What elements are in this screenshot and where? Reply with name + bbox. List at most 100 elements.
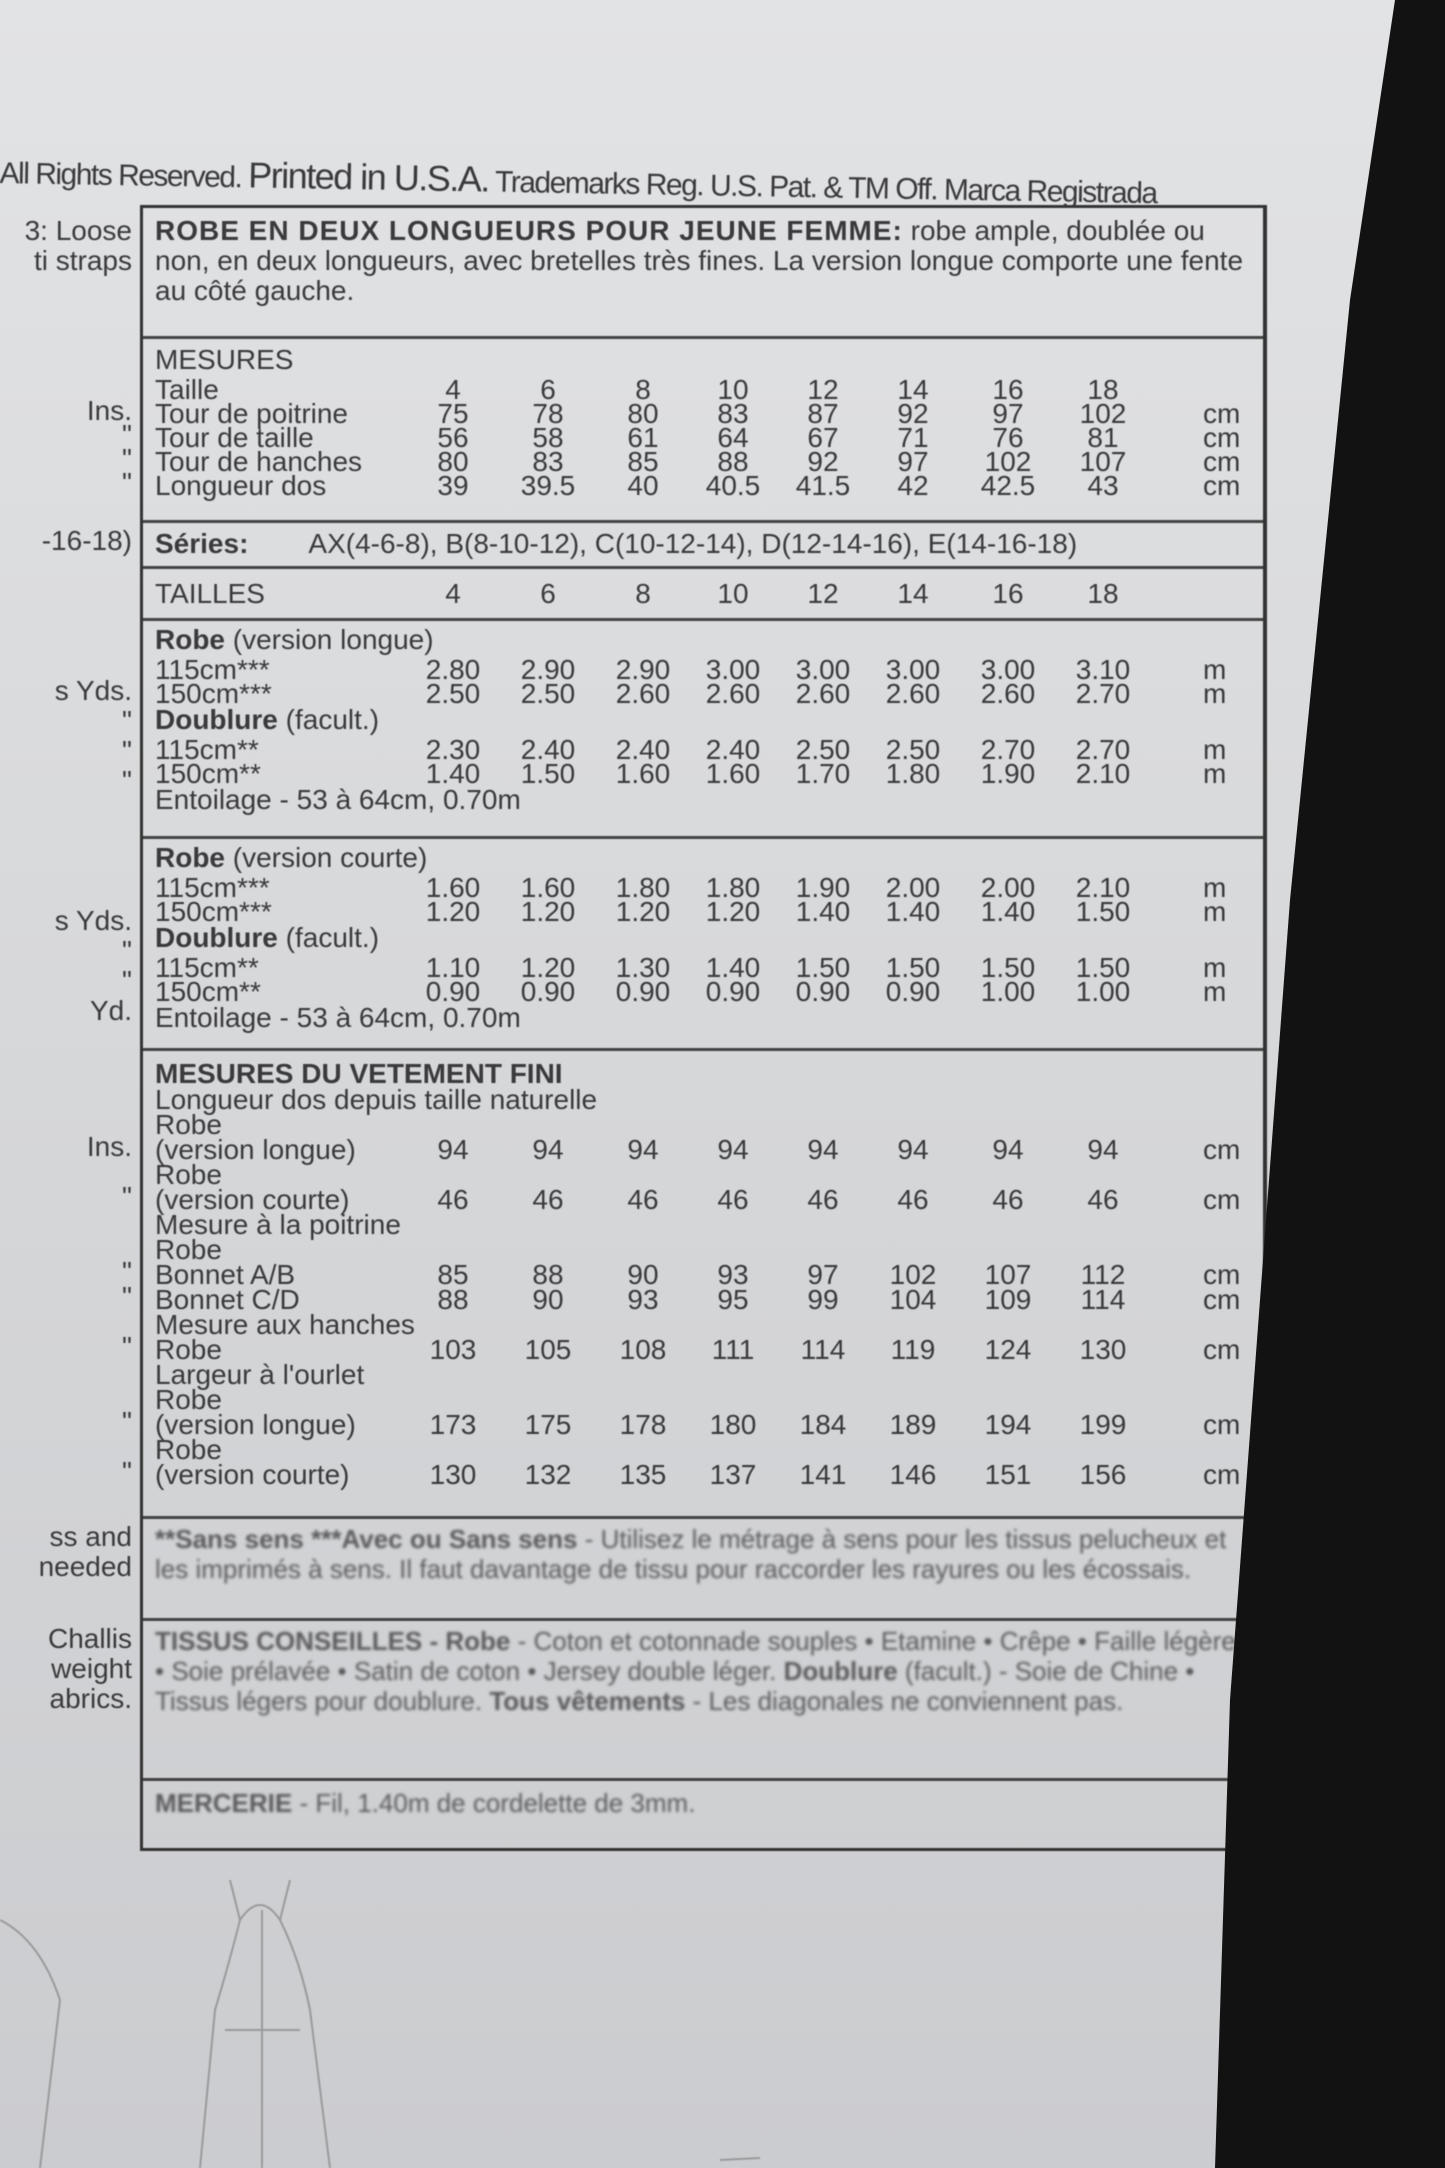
finished-subheading: Mesure à la poitrine bbox=[155, 1209, 401, 1240]
size-value: 1.20 bbox=[705, 896, 761, 927]
row-label: Longueur dos bbox=[155, 470, 327, 501]
finished-measurement-row: (version courte) 130 132 135 137 141 146 151 156… bbox=[143, 1459, 1263, 1490]
finished-measurements-heading: MESURES DU VETEMENT FINI bbox=[155, 1058, 563, 1089]
size-value: 3.00 bbox=[705, 654, 761, 685]
size-value: 114 bbox=[1080, 1284, 1126, 1315]
size-value: 2.50 bbox=[885, 734, 941, 765]
size-value: 119 bbox=[890, 1334, 936, 1365]
printed-text: Printed in U.S.A. bbox=[247, 154, 490, 200]
size-value: 2.50 bbox=[425, 678, 481, 709]
interfacing-text: Entoilage - 53 à 64cm, 0.70m bbox=[155, 1002, 521, 1033]
size-value: 124 bbox=[984, 1334, 1032, 1365]
lining-heading: Doublure (facult.) bbox=[155, 704, 379, 736]
size-value: 94 bbox=[532, 1134, 564, 1165]
size-value: 146 bbox=[889, 1459, 937, 1490]
size-value: 108 bbox=[619, 1334, 667, 1365]
size-value: 12 bbox=[807, 374, 839, 405]
yardage-row: 150cm** 1.40 1.50 1.60 1.60 1.70 1.80 1.90 2.10 m bbox=[143, 758, 1263, 789]
section-divider bbox=[143, 1778, 1263, 1781]
size-value: 0.90 bbox=[885, 976, 941, 1007]
size-header: 10 bbox=[717, 578, 749, 609]
size-value: 90 bbox=[532, 1284, 564, 1315]
notions: MERCERIE - Fil, 1.40m de cordelette de 3… bbox=[155, 1788, 1251, 1818]
size-value: 3.00 bbox=[885, 654, 941, 685]
yardage-row: 150cm** 0.90 0.90 0.90 0.90 0.90 0.90 1.00 1.00 m bbox=[143, 976, 1263, 1007]
size-value: 1.60 bbox=[705, 758, 761, 789]
size-value: 93 bbox=[717, 1259, 749, 1290]
size-value: 42.5 bbox=[980, 470, 1036, 501]
size-value: 180 bbox=[709, 1409, 757, 1440]
size-value: 83 bbox=[532, 446, 564, 477]
size-value: 1.80 bbox=[705, 872, 761, 903]
heading-bold: Doublure bbox=[155, 922, 278, 953]
unit-label: m bbox=[1203, 654, 1227, 685]
yardage-row: 150cm*** 1.20 1.20 1.20 1.20 1.40 1.40 1.40 1.50… bbox=[143, 896, 1263, 927]
size-value: 1.50 bbox=[1075, 896, 1131, 927]
size-value: 2.60 bbox=[980, 678, 1036, 709]
size-value: 99 bbox=[807, 1284, 839, 1315]
size-value: 0.90 bbox=[520, 976, 576, 1007]
english-fragment: " bbox=[122, 467, 132, 498]
size-value: 67 bbox=[807, 422, 839, 453]
size-value: 46 bbox=[992, 1184, 1024, 1215]
size-value: 0.90 bbox=[795, 976, 851, 1007]
notions-bold: MERCERIE bbox=[155, 1788, 293, 1818]
size-value: 156 bbox=[1079, 1459, 1127, 1490]
size-value: 46 bbox=[437, 1184, 469, 1215]
size-value: 1.40 bbox=[705, 952, 761, 983]
size-value: 4 bbox=[445, 374, 461, 405]
heading-note: (version longue) bbox=[225, 624, 434, 655]
english-fragment: abrics. bbox=[49, 1683, 132, 1714]
size-value: 1.40 bbox=[980, 896, 1036, 927]
size-value: 46 bbox=[807, 1184, 839, 1215]
copyright-line: All Rights Reserved. Printed in U.S.A. T… bbox=[0, 150, 1157, 212]
size-value: 2.40 bbox=[705, 734, 761, 765]
measurement-row: Taille 4 6 8 10 12 14 16 18 bbox=[143, 374, 1263, 405]
size-value: 178 bbox=[619, 1409, 667, 1440]
size-value: 2.60 bbox=[705, 678, 761, 709]
row-label: 150cm*** bbox=[155, 896, 272, 927]
size-value: 93 bbox=[627, 1284, 659, 1315]
english-column-fragment: 3: Loose ti straps Ins. " " " -16-18) s Yds. " " "… bbox=[0, 205, 140, 1845]
size-value: 3.00 bbox=[795, 654, 851, 685]
notions-text: - Fil, 1.40m de cordelette de 3mm. bbox=[292, 1788, 696, 1818]
yardage-heading: Robe (version longue) bbox=[155, 624, 434, 656]
size-value: 1.20 bbox=[520, 952, 576, 983]
size-value: 40 bbox=[627, 470, 659, 501]
english-fragment: " bbox=[122, 1181, 132, 1212]
english-fragment: " bbox=[122, 705, 132, 736]
heading-note: (facult.) bbox=[277, 704, 380, 735]
size-value: 56 bbox=[437, 422, 469, 453]
measurement-row: Tour de taille 56 58 61 64 67 71 76 81 cm bbox=[143, 422, 1263, 453]
row-label: 150cm** bbox=[155, 758, 261, 789]
finished-subheading: Mesure aux hanches bbox=[155, 1309, 415, 1340]
size-value: 16 bbox=[992, 374, 1024, 405]
english-fragment: " bbox=[122, 1331, 132, 1362]
size-value: 61 bbox=[627, 422, 659, 453]
size-value: 97 bbox=[897, 446, 929, 477]
heading-note: (version courte) bbox=[225, 842, 428, 873]
size-value: 14 bbox=[897, 374, 929, 405]
unit-label: cm bbox=[1203, 1459, 1241, 1490]
size-value: 1.40 bbox=[795, 896, 851, 927]
unit-label: cm bbox=[1203, 398, 1241, 429]
size-value: 3.00 bbox=[980, 654, 1036, 685]
pattern-description: ROBE EN DEUX LONGUEURS POUR JEUNE FEMME:… bbox=[155, 216, 1251, 306]
row-label: Robe bbox=[155, 1334, 222, 1365]
size-value: 2.50 bbox=[520, 678, 576, 709]
english-fragment: " bbox=[122, 735, 132, 766]
size-value: 94 bbox=[1087, 1134, 1119, 1165]
size-value: 2.70 bbox=[980, 734, 1036, 765]
fabrics-bold: Tous vêtements bbox=[489, 1686, 686, 1716]
size-value: 87 bbox=[807, 398, 839, 429]
pattern-description-text: robe ample, doublée ou non, en deux long… bbox=[155, 215, 1244, 306]
finished-subheading: Robe bbox=[155, 1159, 222, 1190]
size-value: 1.90 bbox=[795, 872, 851, 903]
nap-text: - Utilisez le métrage à sens pour les ti… bbox=[155, 1524, 1227, 1584]
size-value: 114 bbox=[800, 1334, 846, 1365]
row-label: Tour de poitrine bbox=[155, 398, 349, 429]
size-value: 81 bbox=[1087, 422, 1119, 453]
finished-subheading: Robe bbox=[155, 1384, 222, 1415]
english-fragment: -16-18) bbox=[41, 525, 132, 556]
row-label: Bonnet C/D bbox=[155, 1284, 300, 1315]
